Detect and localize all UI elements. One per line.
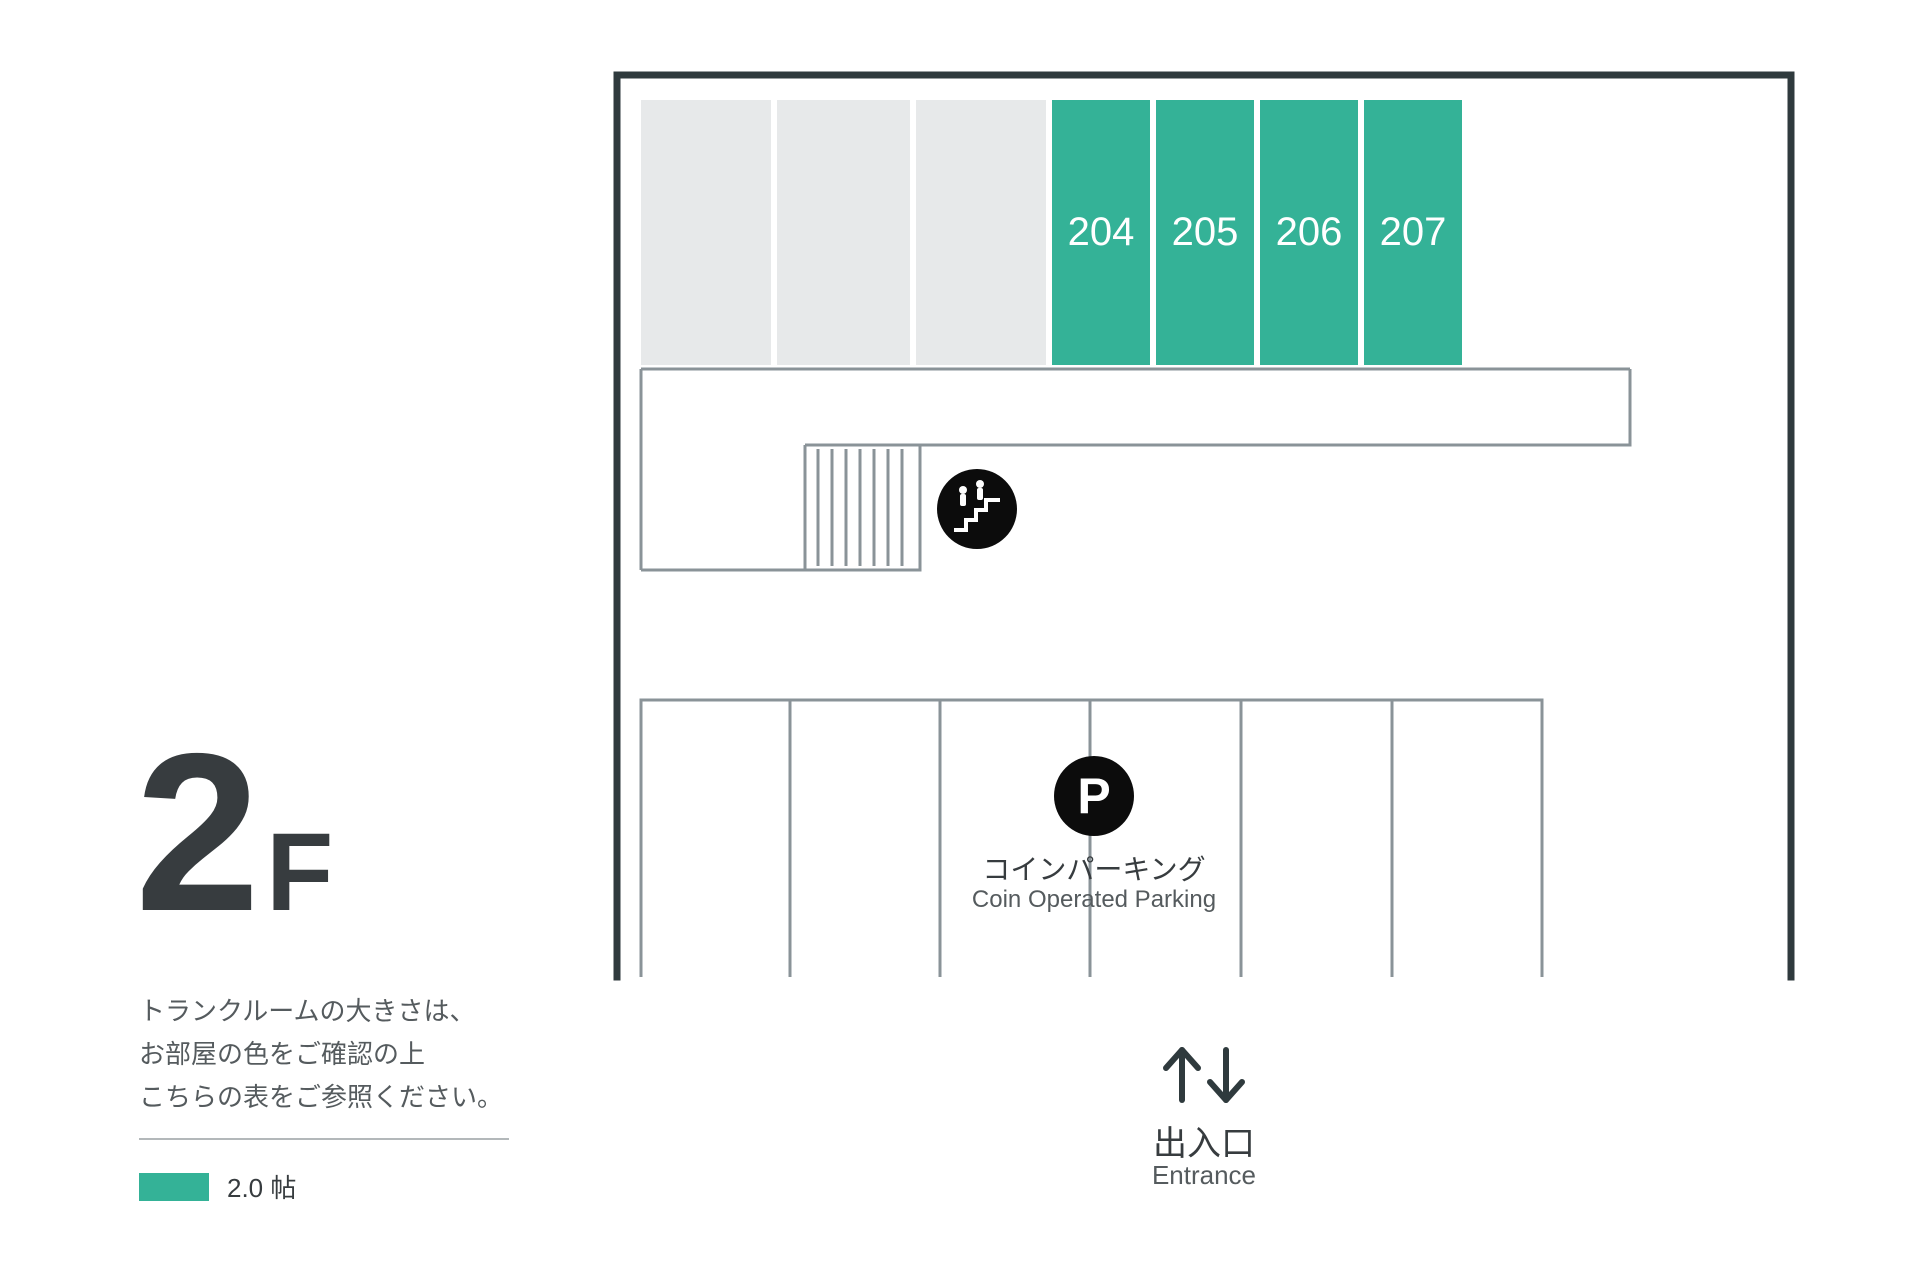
floorplan-page: 2 F トランクルームの大きさは、 お部屋の色をご確認の上 こちらの表をご参照く… — [0, 0, 1929, 1286]
stairs-badge-icon — [937, 469, 1017, 549]
parking-badge-letter: P — [1077, 767, 1110, 825]
parking-badge-icon: P — [1054, 756, 1134, 836]
parking-label-en: Coin Operated Parking — [894, 886, 1294, 914]
parking-label-jp: コインパーキング — [894, 848, 1294, 888]
floorplan-svg — [0, 0, 1929, 1286]
stairs-icon — [818, 449, 902, 566]
room-label-207: 207 — [1364, 100, 1462, 365]
room-label-206: 206 — [1260, 100, 1358, 365]
parking-bays — [641, 700, 1542, 977]
entrance-arrows-icon — [1166, 1050, 1242, 1100]
room-label-204: 204 — [1052, 100, 1150, 365]
entrance-label-en: Entrance — [1054, 1160, 1354, 1191]
corridor-outline — [641, 369, 1630, 570]
room-label-205: 205 — [1156, 100, 1254, 365]
entrance-label-jp: 出入口 — [1054, 1116, 1354, 1165]
